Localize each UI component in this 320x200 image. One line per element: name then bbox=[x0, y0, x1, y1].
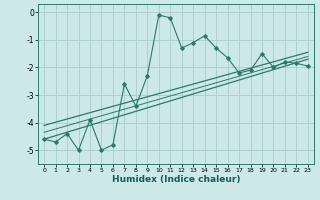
X-axis label: Humidex (Indice chaleur): Humidex (Indice chaleur) bbox=[112, 175, 240, 184]
